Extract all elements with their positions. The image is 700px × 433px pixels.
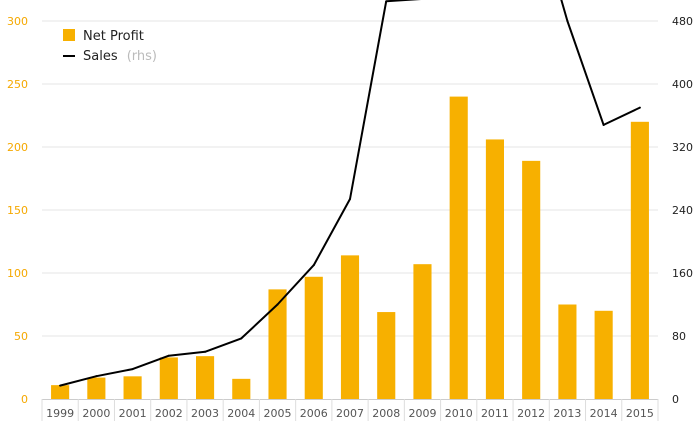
x-axis-tick-label: 2001: [119, 407, 147, 420]
x-axis-tick-label: 2012: [517, 407, 545, 420]
bar-net-profit: [522, 160, 541, 399]
point-sales: [385, 0, 388, 3]
x-axis-tick-label: 2007: [336, 407, 364, 420]
left-axis-tick-label: 100: [7, 267, 28, 280]
bar-net-profit: [485, 139, 504, 399]
point-sales: [167, 354, 170, 357]
left-axis-tick-label: 150: [7, 204, 28, 217]
bar-net-profit: [594, 310, 613, 399]
point-sales: [312, 264, 315, 267]
x-axis-tick-label: 2000: [82, 407, 110, 420]
x-axis-tick-label: 2006: [300, 407, 328, 420]
legend-label-sales-name: Sales: [83, 49, 118, 64]
x-axis-tick-label: 1999: [46, 407, 74, 420]
legend-label-sales: Sales (rhs): [83, 45, 157, 64]
left-axis-tick-label: 200: [7, 141, 28, 154]
axes: 0 50 100 150 200 250 300 0 80 160 240 320 400 480 1999…: [7, 15, 693, 421]
bar-net-profit: [449, 96, 468, 399]
bar-net-profit: [196, 356, 215, 399]
x-axis-tick-label: 2008: [372, 407, 400, 420]
bar-net-profit: [51, 385, 70, 399]
right-axis-tick-label: 320: [672, 141, 693, 154]
bar-series-net-profit: [51, 96, 649, 400]
legend-label-sales-note: (rhs): [127, 49, 157, 64]
x-axis-tick-label: 2010: [445, 407, 473, 420]
bar-net-profit: [232, 378, 251, 399]
left-axis-tick-label: 50: [14, 330, 28, 343]
x-axis-tick-label: 2003: [191, 407, 219, 420]
x-axis-tick-label: 2013: [553, 407, 581, 420]
point-sales: [95, 375, 98, 378]
legend-label-net-profit: Net Profit: [83, 29, 144, 44]
gridlines: [42, 20, 658, 337]
right-axis-tick-label: 0: [672, 393, 679, 406]
bar-net-profit: [268, 289, 287, 399]
point-sales: [638, 106, 641, 109]
left-axis-tick-label: 300: [7, 15, 28, 28]
point-sales: [59, 384, 62, 387]
point-sales: [276, 303, 279, 306]
bar-net-profit: [340, 255, 360, 399]
legend-swatch-net-profit: [63, 29, 75, 41]
right-axis-tick-label: 240: [672, 204, 693, 217]
x-axis-tick-label: 2005: [264, 407, 292, 420]
bar-net-profit: [159, 357, 178, 399]
point-sales: [240, 337, 243, 340]
left-axis-tick-label: 0: [21, 393, 28, 406]
x-axis-tick-label: 2011: [481, 407, 509, 420]
right-axis-tick-label: 400: [672, 78, 693, 91]
bar-net-profit: [87, 377, 106, 399]
x-axis-tick-label: 2004: [227, 407, 255, 420]
x-axis-tick-label: 2009: [408, 407, 436, 420]
bar-net-profit: [377, 312, 396, 399]
x-axis-tick-label: 2015: [626, 407, 654, 420]
right-axis-tick-label: 160: [672, 267, 693, 280]
bar-net-profit: [413, 264, 432, 399]
bar-net-profit: [123, 376, 142, 399]
left-axis-tick-label: 250: [7, 78, 28, 91]
right-axis-tick-label: 480: [672, 15, 693, 28]
x-axis-tick-label: 2014: [590, 407, 618, 420]
point-sales: [602, 123, 605, 126]
x-axis-tick-label: 2002: [155, 407, 183, 420]
point-sales: [566, 20, 569, 22]
point-sales: [349, 197, 351, 200]
bar-net-profit: [630, 121, 649, 400]
legend: Net Profit Sales (rhs): [63, 29, 157, 64]
bar-net-profit: [558, 304, 577, 399]
line-series-sales: [59, 0, 641, 387]
point-sales: [131, 368, 134, 371]
right-axis-tick-label: 80: [672, 330, 686, 343]
bar-net-profit: [304, 276, 323, 399]
point-sales: [204, 350, 207, 353]
